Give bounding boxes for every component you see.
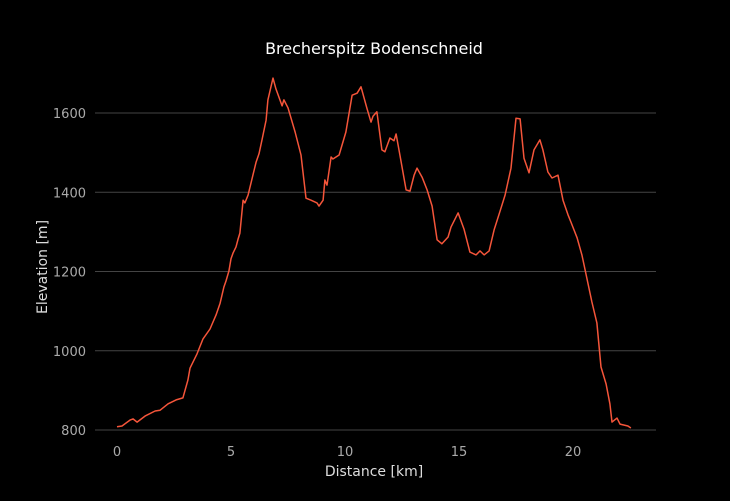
x-tick-5: 5 [227,445,235,460]
y-axis-label: Elevation [m] [35,220,51,314]
x-axis-label: Distance [km] [325,464,423,480]
x-tick-labels: 0 5 10 15 20 [113,445,581,460]
x-tick-20: 20 [565,445,582,460]
elevation-line [116,77,632,429]
y-tick-1400: 1400 [53,186,86,201]
chart-title: Brecherspitz Bodenschneid [265,39,483,58]
y-tick-1200: 1200 [53,266,86,281]
y-tick-1600: 1600 [53,107,86,122]
x-tick-0: 0 [113,445,121,460]
y-tick-labels: 800 1000 1200 1400 1600 [53,107,86,439]
y-tick-800: 800 [61,424,86,439]
y-tick-1000: 1000 [53,345,86,360]
x-tick-15: 15 [451,445,468,460]
x-tick-10: 10 [337,445,354,460]
